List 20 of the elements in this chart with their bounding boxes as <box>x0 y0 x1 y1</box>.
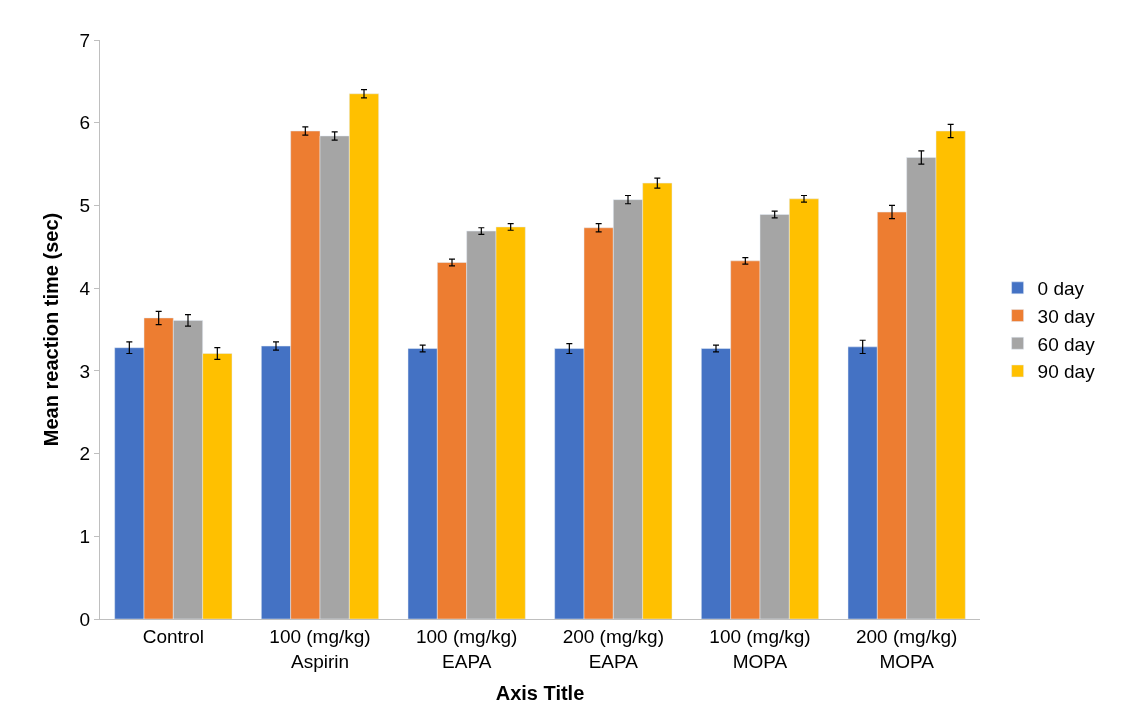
y-tick-label: 7 <box>79 29 91 51</box>
y-tick-label: 1 <box>79 525 91 547</box>
x-tick-label: 200 (mg/kg) MOPA <box>855 625 958 672</box>
legend-label: 60 day <box>1037 333 1096 355</box>
x-tick-label: 100 (mg/kg) EAPA <box>415 625 518 672</box>
legend-label: 0 day <box>1037 278 1085 300</box>
x-tick-label: 200 (mg/kg) EAPA <box>562 625 665 672</box>
x-tick-label: Control <box>142 625 204 647</box>
y-tick-label: 0 <box>79 608 91 630</box>
legend-label: 30 day <box>1037 305 1096 327</box>
y-tick-label: 5 <box>79 195 91 217</box>
legend-label: 90 day <box>1037 361 1096 383</box>
y-tick-label: 2 <box>79 443 91 465</box>
x-tick-label: 100 (mg/kg) MOPA <box>709 625 811 672</box>
y-axis-title: Mean reaction time (sec) <box>40 212 63 447</box>
x-axis-title: Axis Title <box>495 682 585 704</box>
y-tick-label: 3 <box>79 360 91 382</box>
y-tick-label: 6 <box>79 112 91 134</box>
y-tick-label: 4 <box>79 277 91 299</box>
x-tick-label: 100 (mg/kg) Aspirin <box>269 625 371 672</box>
